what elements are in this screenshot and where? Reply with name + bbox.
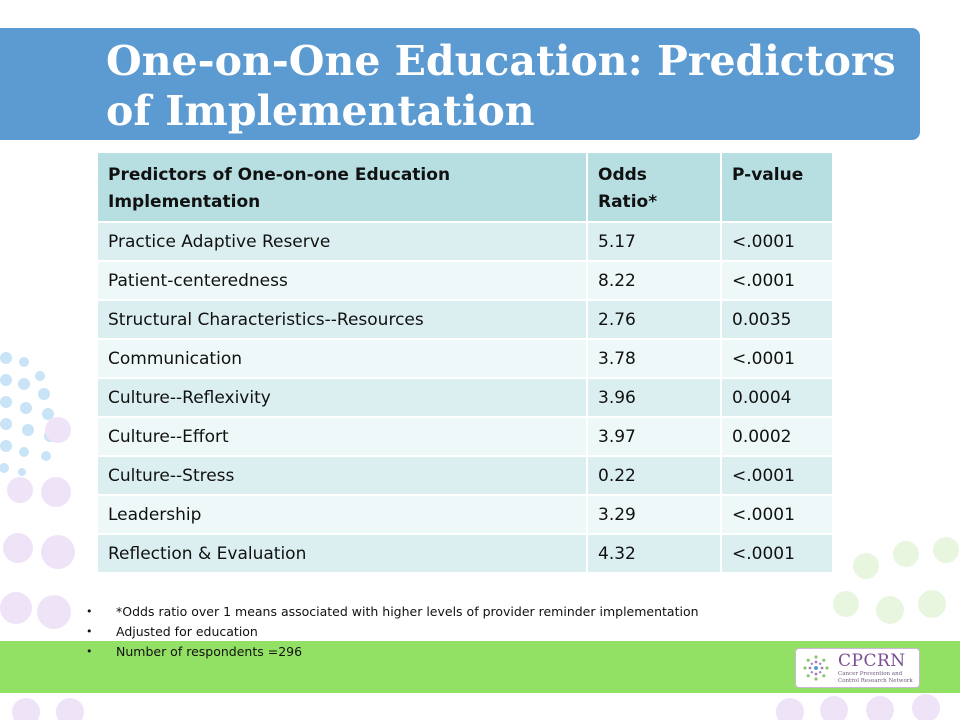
p-value-cell: <.0001 xyxy=(720,533,834,574)
p-value-cell: <.0001 xyxy=(720,260,834,301)
table-row: Leadership 3.29 <.0001 xyxy=(96,494,834,535)
table-header-row: Predictors of One-on-one Education Imple… xyxy=(96,151,834,223)
predictor-cell: Structural Characteristics--Resources xyxy=(96,299,588,340)
title-banner xyxy=(0,28,920,140)
footnotes: • *Odds ratio over 1 means associated wit… xyxy=(86,602,699,662)
footnote-text: Number of respondents =296 xyxy=(116,644,303,659)
p-value-cell: <.0001 xyxy=(720,221,834,262)
table-row: Culture--Stress 0.22 <.0001 xyxy=(96,455,834,496)
footnote: • Number of respondents =296 xyxy=(86,642,699,662)
bullet-icon: • xyxy=(86,625,93,638)
slide-title: One-on-One Education: Predictors of Impl… xyxy=(106,37,896,135)
header-odds-ratio: Odds Ratio* xyxy=(586,151,722,223)
table-row: Culture--Effort 3.97 0.0002 xyxy=(96,416,834,457)
predictor-cell: Culture--Stress xyxy=(96,455,588,496)
footnote: • Adjusted for education xyxy=(86,622,699,642)
logo-subtitle: Cancer Prevention and Control Research N… xyxy=(838,671,913,684)
footnote-text: Adjusted for education xyxy=(116,624,258,639)
odds-ratio-cell: 3.97 xyxy=(586,416,722,457)
predictors-table: Predictors of One-on-one Education Imple… xyxy=(96,151,834,574)
predictor-cell: Leadership xyxy=(96,494,588,535)
odds-ratio-cell: 4.32 xyxy=(586,533,722,574)
odds-ratio-cell: 2.76 xyxy=(586,299,722,340)
predictor-cell: Reflection & Evaluation xyxy=(96,533,588,574)
table-row: Reflection & Evaluation 4.32 <.0001 xyxy=(96,533,834,574)
logo-wordmark: CPCRN xyxy=(838,651,906,671)
predictor-cell: Communication xyxy=(96,338,588,379)
p-value-cell: 0.0002 xyxy=(720,416,834,457)
p-value-cell: <.0001 xyxy=(720,338,834,379)
predictor-cell: Culture--Effort xyxy=(96,416,588,457)
odds-ratio-cell: 8.22 xyxy=(586,260,722,301)
odds-ratio-cell: 0.22 xyxy=(586,455,722,496)
bullet-icon: • xyxy=(86,605,93,618)
bullet-icon: • xyxy=(86,645,93,658)
odds-ratio-cell: 3.29 xyxy=(586,494,722,535)
p-value-cell: <.0001 xyxy=(720,494,834,535)
table-row: Communication 3.78 <.0001 xyxy=(96,338,834,379)
footnote: • *Odds ratio over 1 means associated wit… xyxy=(86,602,699,622)
predictor-cell: Patient-centeredness xyxy=(96,260,588,301)
table-row: Patient-centeredness 8.22 <.0001 xyxy=(96,260,834,301)
footnote-text: *Odds ratio over 1 means associated with… xyxy=(116,604,699,619)
header-p-value: P-value xyxy=(720,151,834,223)
predictor-cell: Practice Adaptive Reserve xyxy=(96,221,588,262)
p-value-cell: 0.0035 xyxy=(720,299,834,340)
odds-ratio-cell: 3.96 xyxy=(586,377,722,418)
p-value-cell: 0.0004 xyxy=(720,377,834,418)
p-value-cell: <.0001 xyxy=(720,455,834,496)
header-predictor: Predictors of One-on-one Education Imple… xyxy=(96,151,588,223)
odds-ratio-cell: 3.78 xyxy=(586,338,722,379)
table-row: Practice Adaptive Reserve 5.17 <.0001 xyxy=(96,221,834,262)
odds-ratio-cell: 5.17 xyxy=(586,221,722,262)
table-row: Culture--Reflexivity 3.96 0.0004 xyxy=(96,377,834,418)
logo-burst-icon xyxy=(803,655,829,681)
cpcrn-logo: CPCRN Cancer Prevention and Control Rese… xyxy=(795,648,920,688)
table-row: Structural Characteristics--Resources 2.… xyxy=(96,299,834,340)
predictor-cell: Culture--Reflexivity xyxy=(96,377,588,418)
